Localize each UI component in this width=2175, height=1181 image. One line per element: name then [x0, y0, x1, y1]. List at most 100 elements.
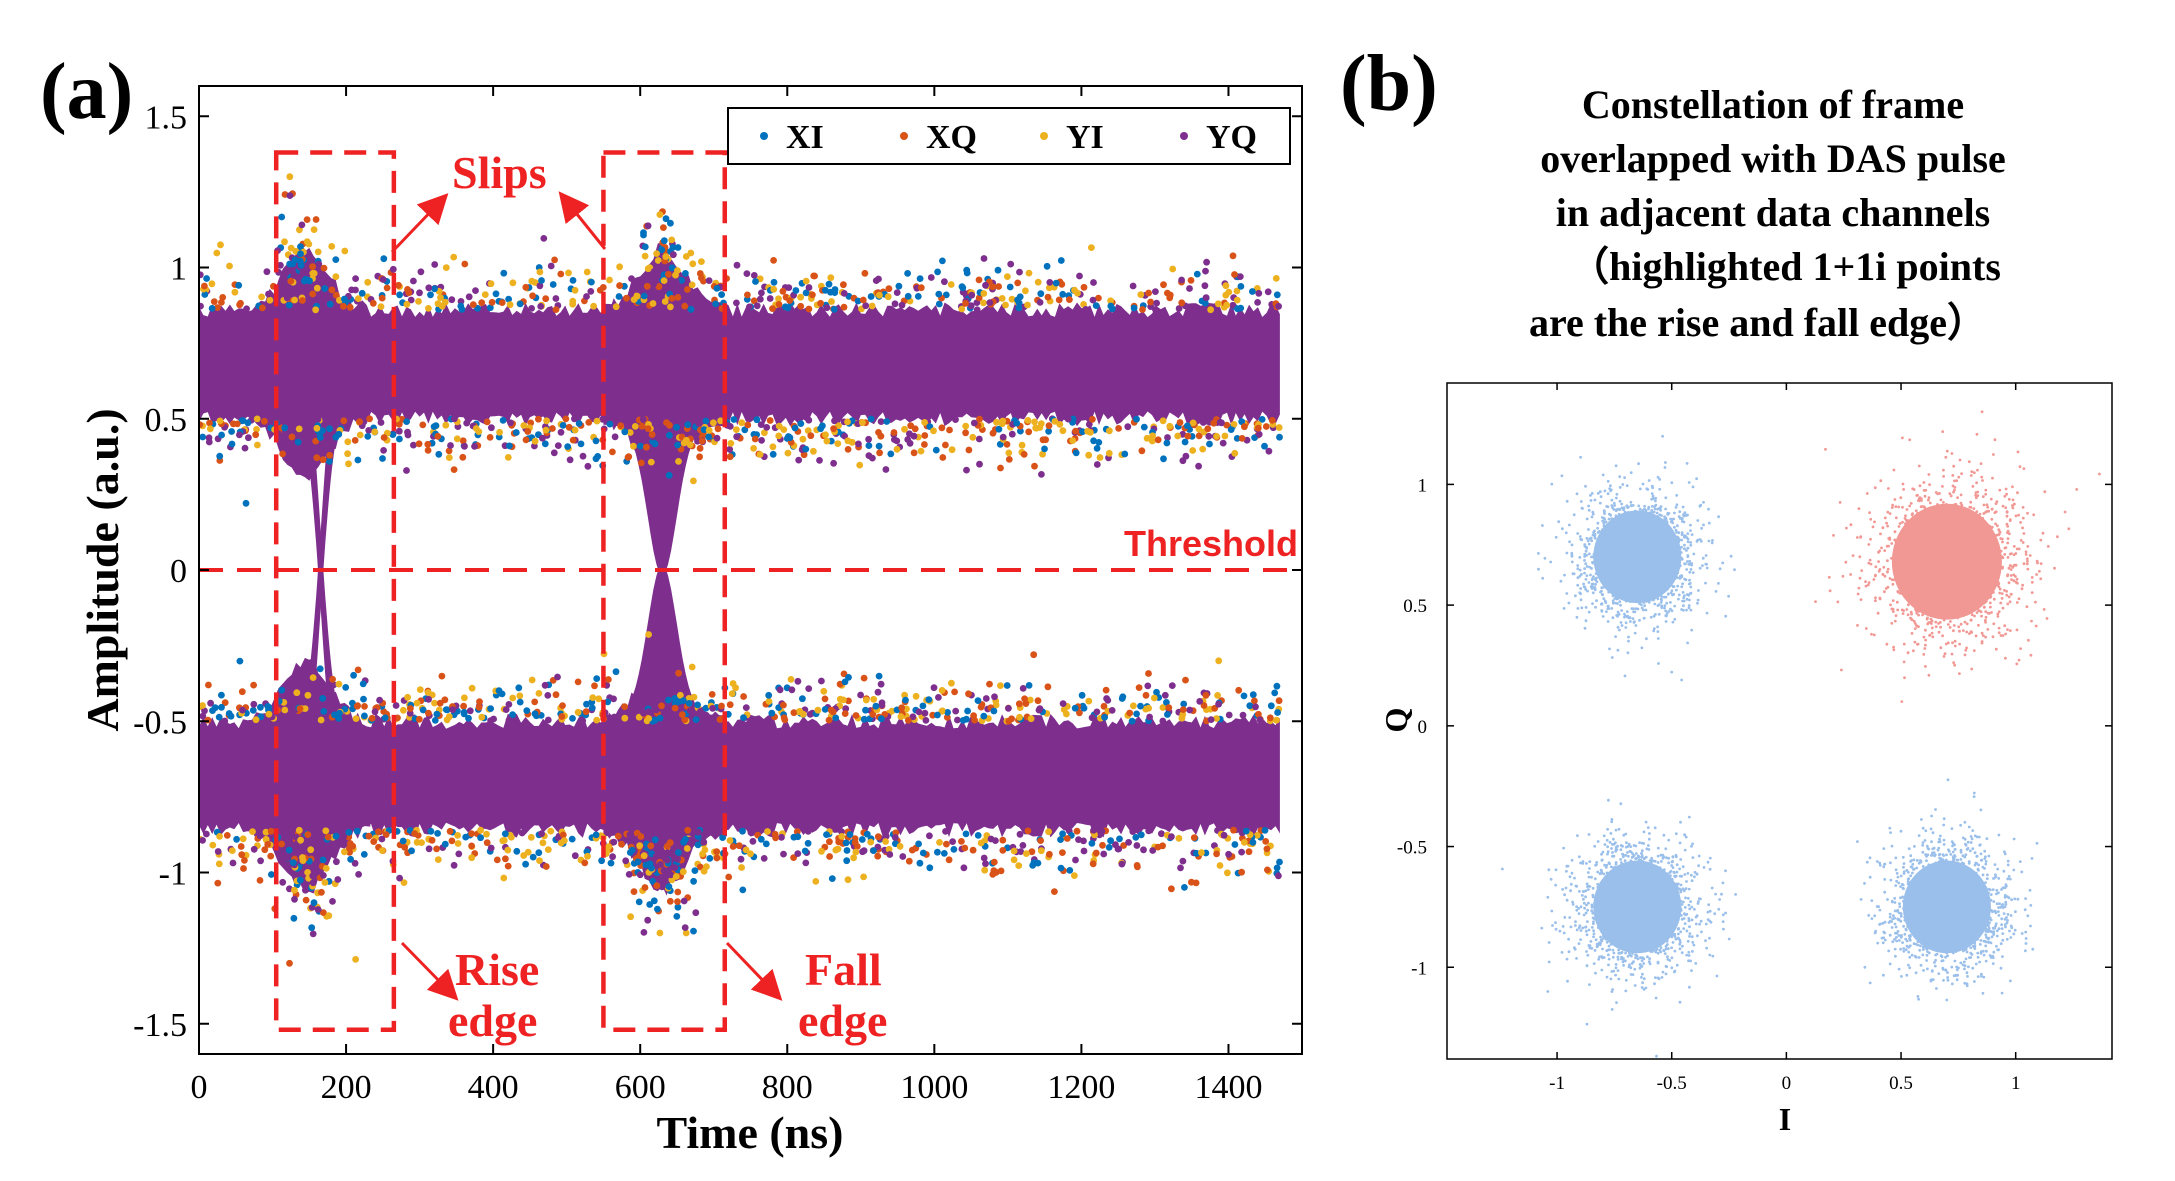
constellation-point — [1627, 571, 1630, 575]
sample-point-xi — [319, 427, 326, 434]
constellation-point — [1595, 599, 1598, 603]
constellation-point — [1537, 552, 1540, 555]
constellation-point — [1983, 601, 1986, 605]
sample-point-xi — [883, 418, 891, 425]
sample-point-yq — [702, 711, 710, 719]
constellation-point — [1974, 556, 1977, 559]
constellation-point — [1914, 566, 1918, 569]
sample-point-yi — [640, 852, 648, 860]
constellation-point — [1632, 621, 1636, 624]
sample-point-yq — [229, 859, 237, 867]
sample-point-xi — [509, 711, 516, 719]
constellation-point — [1686, 513, 1689, 517]
constellation-point — [1594, 565, 1598, 568]
sample-point-xq — [324, 833, 332, 841]
sample-point-yi — [454, 832, 461, 839]
sample-point-xq — [644, 425, 652, 432]
constellation-point — [1674, 540, 1678, 544]
sample-point-xi — [1059, 290, 1067, 298]
sample-point-yq — [1082, 306, 1090, 313]
constellation-point — [1674, 528, 1678, 532]
constellation-point — [1923, 583, 1927, 587]
constellation-point — [1970, 667, 1974, 671]
constellation-point — [1986, 552, 1990, 555]
constellation-point — [2039, 577, 2043, 581]
sample-point-yq — [199, 837, 207, 844]
constellation-point — [1689, 529, 1692, 532]
sample-point-xq — [411, 830, 418, 837]
sample-point-xq — [296, 705, 304, 712]
constellation-point — [1910, 520, 1914, 524]
sample-point-xq — [810, 272, 818, 280]
constellation-point — [1636, 534, 1640, 538]
constellation-point — [1951, 545, 1954, 548]
sample-point-yq — [1129, 828, 1137, 835]
constellation-point — [1919, 554, 1922, 557]
sample-point-xi — [786, 434, 794, 442]
sample-point-xq — [990, 867, 998, 875]
sample-point-xi — [791, 424, 799, 432]
constellation-point — [2041, 531, 2045, 535]
overshoot-point-xq — [287, 277, 295, 285]
constellation-point — [1615, 529, 1619, 533]
constellation-point — [1654, 523, 1658, 527]
panel-b-title-line-3: in adjacent data channels — [1556, 190, 1991, 235]
sample-point-xi — [804, 839, 812, 847]
sample-point-yq — [963, 466, 970, 474]
overshoot-point-yi — [299, 857, 307, 864]
constellation-point — [1680, 545, 1683, 549]
constellation-point — [1967, 590, 1971, 594]
constellation-point — [1944, 642, 1948, 646]
constellation-point — [1998, 557, 2002, 561]
sample-point-yq — [283, 294, 291, 302]
sample-point-xi — [218, 431, 226, 439]
constellation-point — [1658, 478, 1662, 481]
sample-point-xq — [999, 847, 1007, 854]
sample-point-yq — [899, 853, 907, 860]
overshoot-point-yq — [672, 278, 680, 286]
sample-point-xq — [483, 839, 491, 847]
sample-point-xq — [1072, 427, 1079, 435]
sample-point-yq — [840, 290, 848, 297]
sample-point-xq — [997, 464, 1004, 472]
constellation-point — [1583, 559, 1586, 562]
constellation-point — [1604, 601, 1608, 604]
sample-point-yq — [403, 467, 410, 474]
constellation-point — [1593, 588, 1597, 592]
overshoot-point-yi — [644, 265, 652, 273]
constellation-point — [1613, 538, 1616, 541]
constellation-point — [1626, 614, 1630, 618]
sample-point-xi — [934, 268, 941, 276]
sample-point-xq — [907, 422, 915, 430]
sample-point-xq — [859, 296, 867, 304]
constellation-point — [1927, 496, 1931, 499]
constellation-point — [1931, 612, 1935, 616]
overshoot-point-yq — [644, 916, 652, 924]
constellation-point — [1658, 571, 1662, 574]
sample-point-xq — [1046, 850, 1053, 858]
constellation-point — [1906, 548, 1909, 552]
constellation-point — [1698, 566, 1702, 570]
constellation-point — [1961, 629, 1965, 632]
sample-point-yi — [453, 435, 461, 443]
constellation-point — [1661, 548, 1665, 551]
constellation-point — [1906, 651, 1910, 655]
sample-point-yi — [249, 828, 256, 835]
sample-point-yq — [804, 828, 812, 835]
sample-point-xi — [702, 704, 710, 712]
constellation-point — [1620, 567, 1623, 571]
sample-point-xi — [336, 709, 343, 717]
sample-point-xq — [625, 453, 633, 461]
sample-point-xi — [443, 706, 451, 714]
sample-point-xq — [965, 690, 972, 698]
constellation-point — [1682, 514, 1686, 518]
sample-point-xq — [861, 269, 869, 277]
sample-point-xi — [349, 699, 356, 707]
sample-point-yi — [1189, 419, 1197, 427]
sample-point-yi — [750, 445, 757, 452]
sample-point-yi — [1024, 417, 1032, 424]
constellation-point — [1606, 564, 1609, 568]
sample-point-xi — [320, 708, 328, 715]
overshoot-point-yi — [352, 956, 359, 963]
constellation-point — [1605, 572, 1609, 576]
